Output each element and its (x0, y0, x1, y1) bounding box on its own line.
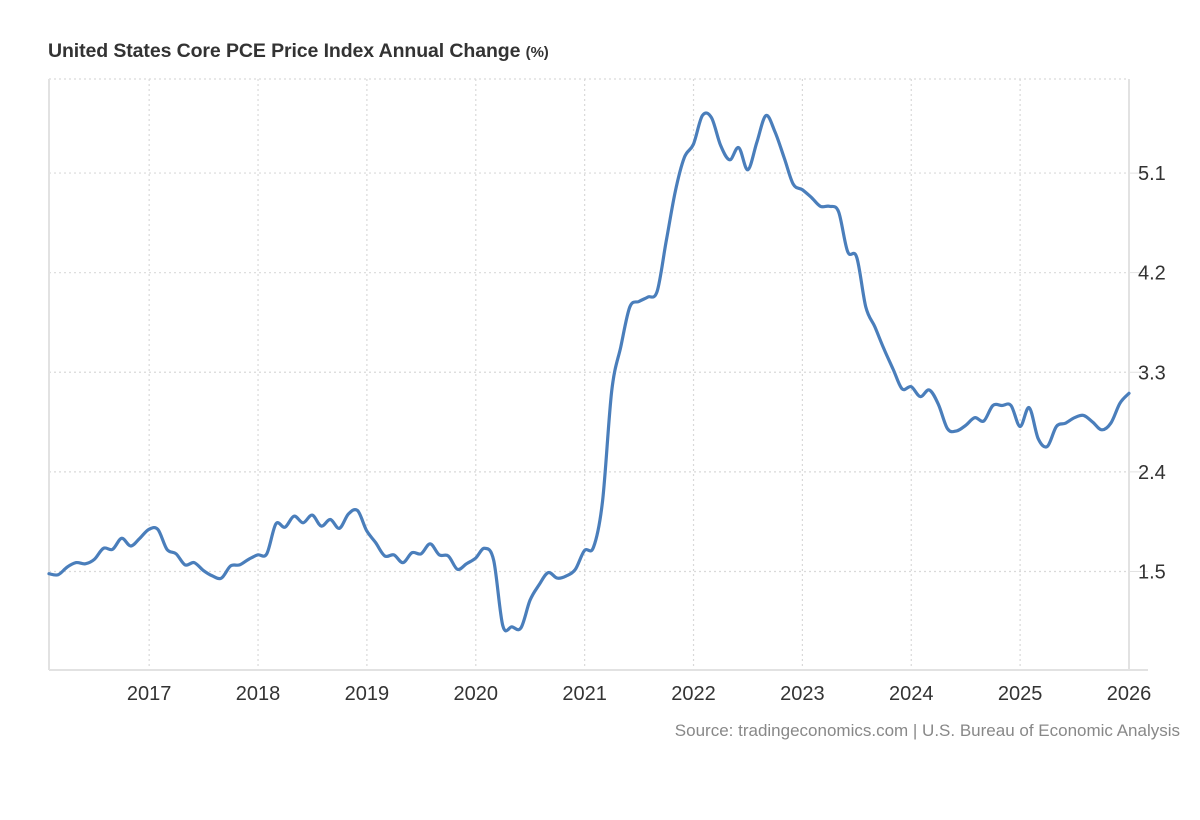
y-tick-label: 2.4 (1138, 462, 1166, 484)
x-tick-label: 2026 (1107, 683, 1152, 705)
chart-title-unit: (%) (525, 44, 549, 61)
x-tick-label: 2018 (236, 683, 281, 705)
y-tick-label: 1.5 (1138, 562, 1166, 584)
axes (48, 79, 1148, 671)
source-attribution: Source: tradingeconomics.com | U.S. Bure… (674, 721, 1180, 740)
series-line (47, 111, 1131, 633)
chart-title: United States Core PCE Price Index Annua… (48, 40, 549, 63)
chart-title-text: United States Core PCE Price Index Annua… (48, 40, 521, 62)
x-tick-label: 2022 (671, 683, 716, 705)
grid-lines (49, 78, 1129, 670)
x-tick-label: 2021 (562, 683, 607, 705)
tick-labels: 1.5 2.4 3.3 4.2 5.1 2017 2018 2019 2020 2021 2022 2… (127, 163, 1166, 705)
y-tick-label: 3.3 (1138, 362, 1166, 384)
y-tick-label: 5.1 (1138, 163, 1166, 185)
x-tick-label: 2020 (454, 683, 499, 705)
x-tick-label: 2024 (889, 683, 934, 705)
series-group (47, 111, 1131, 633)
x-tick-label: 2023 (780, 683, 825, 705)
y-tick-label: 4.2 (1138, 263, 1166, 285)
x-tick-label: 2017 (127, 683, 172, 705)
x-tick-label: 2025 (998, 683, 1043, 705)
x-tick-label: 2019 (345, 683, 390, 705)
